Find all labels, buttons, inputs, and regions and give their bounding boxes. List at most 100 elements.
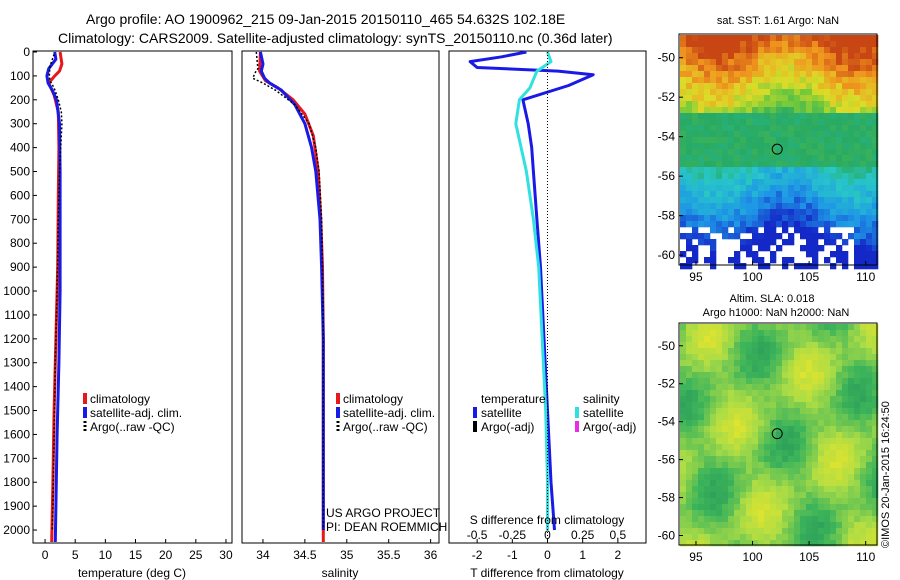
heatmap-cell [722, 378, 729, 385]
map-x-tick-label: 110 [856, 270, 875, 284]
heatmap-cell [680, 330, 687, 337]
heatmap-cell [698, 396, 705, 403]
heatmap-cell [788, 179, 795, 186]
heatmap-cell [854, 468, 861, 475]
heatmap-cell [698, 342, 705, 349]
heatmap-cell [734, 263, 741, 270]
heatmap-cell [722, 408, 729, 415]
heatmap-cell [806, 227, 813, 234]
heatmap-cell [830, 263, 837, 270]
legend-label-temp-argo: Argo(-adj) [481, 420, 534, 434]
legend-label-argo: Argo(..raw -QC) [90, 420, 175, 434]
top-tick-label: 0 [544, 528, 551, 542]
heatmap-cell [698, 155, 705, 162]
heatmap-cell [860, 414, 867, 421]
heatmap-cell [752, 185, 759, 192]
heatmap-cell [686, 161, 693, 168]
heatmap-cell [812, 179, 819, 186]
heatmap-cell [686, 149, 693, 156]
heatmap-cell [722, 137, 729, 144]
heatmap-cell [752, 53, 759, 60]
heatmap-cell [812, 366, 819, 373]
heatmap-cell [830, 137, 837, 144]
y-tick-label: 1400 [3, 380, 30, 394]
heatmap-cell [770, 131, 777, 138]
heatmap-cell [704, 113, 711, 120]
heatmap-cell [686, 107, 693, 114]
heatmap-cell [752, 372, 759, 379]
credit-line-2: PI: DEAN ROEMMICH [326, 520, 447, 534]
heatmap-cell [782, 390, 789, 397]
heatmap-cell [692, 167, 699, 174]
heatmap-cell [842, 408, 849, 415]
heatmap-cell [872, 59, 879, 66]
heatmap-cell [866, 221, 873, 228]
heatmap-cell [734, 372, 741, 379]
heatmap-cell [824, 41, 831, 48]
heatmap-cell [710, 408, 717, 415]
heatmap-cell [722, 131, 729, 138]
heatmap-cell [734, 59, 741, 66]
heatmap-cell [806, 239, 813, 246]
heatmap-cell [824, 179, 831, 186]
heatmap-cell [824, 324, 831, 331]
heatmap-cell [764, 47, 771, 54]
heatmap-cell [722, 59, 729, 66]
heatmap-cell [782, 486, 789, 493]
heatmap-cell [698, 516, 705, 523]
heatmap-cell [860, 173, 867, 180]
heatmap-cell [758, 390, 765, 397]
heatmap-cell [806, 498, 813, 505]
heatmap-cell [746, 480, 753, 487]
heatmap-cell [758, 468, 765, 475]
heatmap-cell [734, 432, 741, 439]
heatmap-cell [806, 462, 813, 469]
heatmap-cell [854, 227, 861, 234]
heatmap-cell [866, 354, 873, 361]
heatmap-cell [692, 468, 699, 475]
heatmap-cell [794, 330, 801, 337]
heatmap-cell [686, 53, 693, 60]
heatmap-cell [734, 143, 741, 150]
heatmap-cell [794, 125, 801, 132]
heatmap-cell [680, 101, 687, 108]
heatmap-cell [818, 396, 825, 403]
heatmap-cell [848, 203, 855, 210]
heatmap-cell [704, 161, 711, 168]
heatmap-cell [770, 77, 777, 84]
heatmap-cell [752, 113, 759, 120]
heatmap-cell [866, 119, 873, 126]
heatmap-cell [746, 498, 753, 505]
heatmap-cell [680, 215, 687, 222]
heatmap-cell [854, 77, 861, 84]
heatmap-cell [866, 191, 873, 198]
series-line-temperature-satellite [468, 50, 595, 531]
heatmap-cell [872, 324, 879, 331]
heatmap-cell [794, 179, 801, 186]
heatmap-cell [698, 408, 705, 415]
heatmap-cell [800, 143, 807, 150]
heatmap-cell [728, 336, 735, 343]
heatmap-cell [824, 468, 831, 475]
heatmap-cell [800, 53, 807, 60]
heatmap-cell [734, 83, 741, 90]
heatmap-cell [860, 245, 867, 252]
heatmap-cell [806, 450, 813, 457]
heatmap-cell [782, 378, 789, 385]
heatmap-cell [794, 498, 801, 505]
heatmap-cell [704, 137, 711, 144]
heatmap-cell [848, 131, 855, 138]
heatmap-cell [692, 408, 699, 415]
heatmap-cell [806, 131, 813, 138]
heatmap-cell [764, 366, 771, 373]
heatmap-cell [752, 161, 759, 168]
heatmap-cell [806, 251, 813, 258]
heatmap-cell [716, 191, 723, 198]
heatmap-cell [842, 191, 849, 198]
heatmap-cell [866, 179, 873, 186]
heatmap-cell [680, 480, 687, 487]
heatmap-cell [734, 498, 741, 505]
heatmap-cell [788, 540, 795, 547]
heatmap-cell [866, 263, 873, 270]
heatmap-cell [734, 257, 741, 264]
